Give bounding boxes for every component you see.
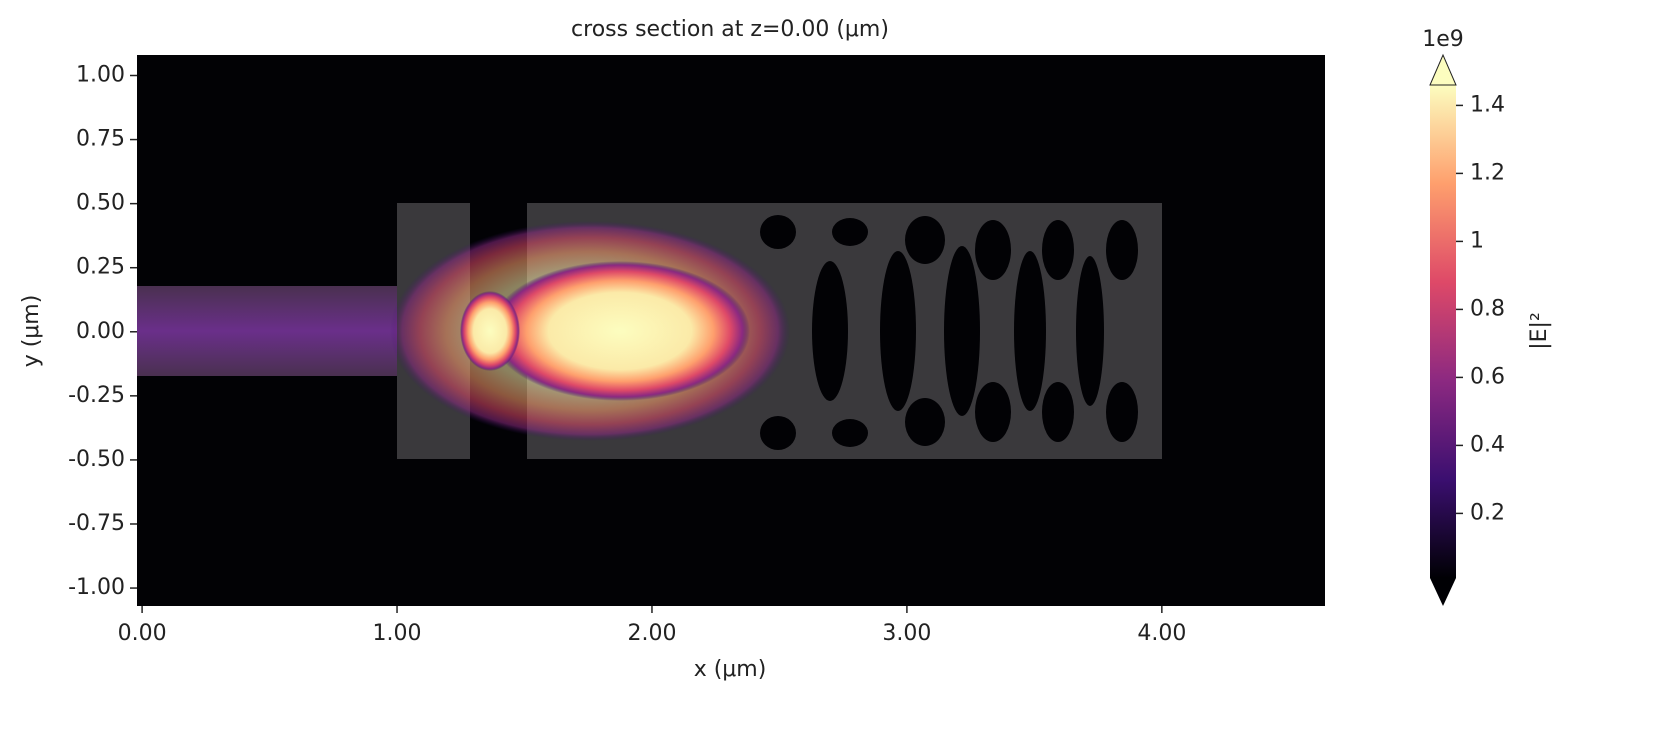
y-tick-label: -1.00 (68, 575, 125, 600)
y-tick-label: 0.00 (76, 319, 125, 344)
field-image (137, 55, 1325, 606)
x-tick-label: 4.00 (1137, 621, 1186, 646)
x-tick-label: 0.00 (118, 621, 167, 646)
y-tick-label: 0.25 (76, 255, 125, 280)
x-axis-label: x (μm) (694, 657, 767, 682)
y-tick-label: 1.00 (76, 63, 125, 88)
x-tick-label: 1.00 (373, 621, 422, 646)
colorbar-tick-label: 1 (1470, 228, 1484, 253)
colorbar-tick-label: 0.4 (1470, 432, 1505, 457)
x-tick-label: 3.00 (882, 621, 931, 646)
colorbar-tick-label: 0.8 (1470, 296, 1505, 321)
colorbar-extend-top (1429, 53, 1457, 86)
colorbar (1430, 85, 1456, 578)
y-tick-label: 0.50 (76, 191, 125, 216)
x-tick-label: 2.00 (627, 621, 676, 646)
y-tick-label: -0.75 (68, 511, 125, 536)
colorbar-offset-label: 1e9 (1422, 27, 1464, 52)
chart-title: cross section at z=0.00 (μm) (571, 17, 889, 42)
y-tick-label: -0.25 (68, 383, 125, 408)
colorbar-tick-label: 0.6 (1470, 364, 1505, 389)
y-tick-label: 0.75 (76, 127, 125, 152)
colorbar-tick-label: 1.2 (1470, 160, 1505, 185)
colorbar-label: |E|² (1527, 312, 1552, 350)
y-axis-label: y (μm) (19, 295, 44, 368)
colorbar-extend-bottom (1430, 578, 1456, 606)
colorbar-tick-label: 1.4 (1470, 92, 1505, 117)
colorbar-tick-label: 0.2 (1470, 500, 1505, 525)
y-tick-label: -0.50 (68, 447, 125, 472)
